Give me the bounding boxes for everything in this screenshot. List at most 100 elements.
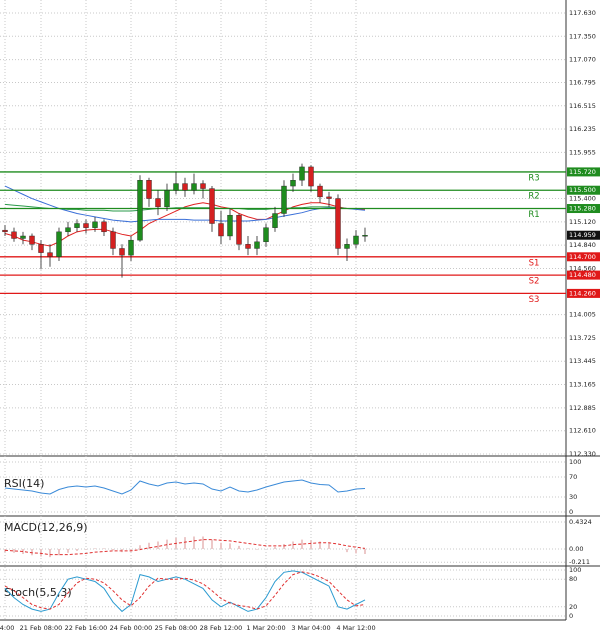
x-tick-label: 21 Feb 08:00 — [20, 624, 63, 632]
candle-body — [29, 235, 35, 245]
candle-body — [326, 196, 332, 199]
candle-body — [290, 180, 296, 187]
level-name: S2 — [529, 277, 540, 287]
candle-body — [191, 183, 197, 191]
candle-body — [56, 231, 62, 257]
candle-body — [92, 221, 98, 228]
level-value-label: 115.280 — [569, 205, 596, 213]
x-tick-label: 04:00 — [0, 624, 14, 632]
candle-body — [344, 244, 350, 249]
level-name: S3 — [529, 295, 540, 305]
level-tag — [567, 204, 600, 214]
y-tick-label: 117.350 — [569, 32, 596, 40]
candle-body — [227, 214, 233, 237]
candle-body — [155, 198, 161, 208]
y-tick-label: 100 — [569, 458, 581, 466]
candle-body — [236, 214, 242, 245]
candle-body — [209, 188, 215, 224]
candle-body — [200, 183, 206, 189]
candle-body — [20, 235, 26, 239]
y-tick-label: -0.211 — [569, 558, 590, 566]
level-tag — [567, 167, 600, 177]
candle-body — [110, 231, 116, 249]
level-tag — [567, 270, 600, 280]
y-tick-label: 70 — [569, 473, 577, 481]
y-tick-label: 116.235 — [569, 125, 596, 133]
candle-body — [83, 223, 89, 228]
candle-body — [263, 227, 269, 243]
level-tag — [567, 252, 600, 262]
indicator-title: Stoch(5,5,3) — [4, 586, 72, 599]
candle-body — [47, 252, 53, 257]
candle-body — [317, 185, 323, 198]
y-tick-label: 112.330 — [569, 450, 596, 458]
y-tick-label: 114.560 — [569, 264, 596, 272]
candle-body — [353, 235, 359, 245]
x-tick-label: 1 Mar 20:00 — [246, 624, 285, 632]
y-tick-label: 0.4324 — [569, 518, 592, 526]
y-tick-label: 115.955 — [569, 148, 596, 156]
y-tick-label: 116.515 — [569, 102, 596, 110]
level-value-label: 114.480 — [569, 271, 596, 279]
y-tick-label: 113.165 — [569, 381, 596, 389]
y-tick-label: 115.400 — [569, 195, 596, 203]
candle-body — [2, 229, 8, 233]
y-tick-label: 114.840 — [569, 241, 596, 249]
candle-body — [299, 166, 305, 181]
x-tick-label: 25 Feb 08:00 — [155, 624, 198, 632]
candle-body — [362, 235, 368, 237]
y-tick-label: 117.630 — [569, 9, 596, 17]
y-tick-label: 113.445 — [569, 357, 596, 365]
candle-body — [146, 180, 152, 199]
y-tick-label: 114.005 — [569, 311, 596, 319]
x-tick-label: 24 Feb 00:00 — [110, 624, 153, 632]
indicator-line — [4, 571, 366, 610]
candle-body — [335, 198, 341, 249]
level-tag — [567, 185, 600, 195]
x-tick-label: 28 Feb 12:00 — [200, 624, 243, 632]
candle-body — [218, 223, 224, 237]
candle-body — [308, 166, 314, 187]
indicator-line — [4, 570, 366, 613]
level-name: R1 — [528, 210, 539, 220]
candle-body — [254, 241, 260, 249]
x-tick-label: 4 Mar 12:00 — [336, 624, 375, 632]
indicator-line — [4, 479, 366, 495]
candle-body — [272, 213, 278, 228]
level-value-label: 115.720 — [569, 168, 596, 176]
level-name: S1 — [529, 258, 540, 268]
y-tick-label: 117.070 — [569, 56, 596, 64]
indicator-line — [4, 202, 366, 247]
y-tick-label: 80 — [569, 575, 577, 583]
level-value-label: 114.700 — [569, 253, 596, 261]
candle-body — [11, 231, 17, 239]
y-tick-label: 30 — [569, 493, 577, 501]
y-tick-label: 100 — [569, 566, 581, 574]
candle-body — [119, 248, 125, 256]
indicator-line — [4, 185, 366, 223]
candle-body — [182, 183, 188, 191]
level-name: R3 — [528, 173, 539, 183]
y-tick-label: 115.120 — [569, 218, 596, 226]
level-value-label: 115.500 — [569, 186, 596, 194]
level-tag — [567, 288, 600, 298]
candle-body — [128, 239, 134, 256]
candle-body — [173, 183, 179, 191]
y-tick-label: 0.00 — [569, 545, 583, 553]
candle-body — [38, 244, 44, 253]
level-value-label: 114.260 — [569, 289, 596, 297]
x-tick-label: 22 Feb 16:00 — [65, 624, 108, 632]
y-tick-label: 113.725 — [569, 334, 596, 342]
y-tick-label: 0 — [569, 508, 573, 516]
candle-body — [74, 223, 80, 228]
y-tick-label: 112.610 — [569, 427, 596, 435]
level-name: R2 — [528, 192, 539, 202]
indicator-line — [4, 539, 366, 556]
x-tick-label: 3 Mar 04:00 — [291, 624, 330, 632]
y-tick-label: 112.885 — [569, 404, 596, 412]
candle-body — [101, 221, 107, 233]
y-tick-label: 116.795 — [569, 78, 596, 86]
indicator-title: RSI(14) — [4, 477, 44, 490]
